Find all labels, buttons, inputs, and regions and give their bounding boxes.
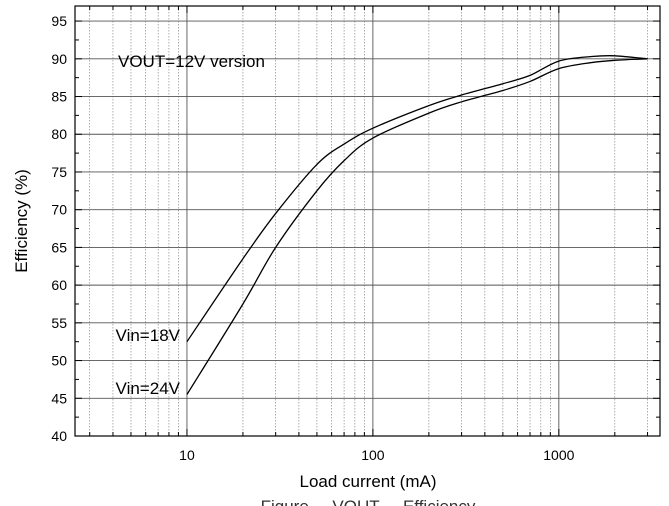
y-tick-label: 75 [51, 164, 67, 180]
axis-ticks [75, 6, 660, 437]
y-tick-label: 90 [51, 51, 67, 67]
x-tick-label: 100 [361, 447, 385, 463]
y-axis-title: Efficiency (%) [12, 169, 31, 273]
figure-caption-fragment: Figure ... VOUT ... Efficiency [261, 497, 476, 506]
y-tick-label: 45 [51, 390, 67, 406]
y-tick-label: 55 [51, 315, 67, 331]
y-tick-label: 60 [51, 277, 67, 293]
x-tick-label: 1000 [543, 447, 574, 463]
series-label-vin18: Vin=18V [116, 326, 181, 345]
x-tick-label: 10 [179, 447, 195, 463]
y-tick-label: 50 [51, 353, 67, 369]
annotation-vout: VOUT=12V version [118, 52, 265, 71]
tick-labels: 40 45 50 55 60 65 70 75 80 85 90 95 10 100 1000 [51, 13, 574, 463]
x-axis-title: Load current (mA) [300, 472, 437, 491]
y-tick-label: 80 [51, 126, 67, 142]
series-line-vin18 [186, 54, 648, 343]
y-tick-label: 85 [51, 89, 67, 105]
y-tick-label: 40 [51, 428, 67, 444]
minor-ticks [75, 39, 660, 418]
y-tick-label: 95 [51, 13, 67, 29]
grid-lines [75, 6, 660, 437]
series-label-vin24: Vin=24V [116, 379, 181, 398]
plot-frame [74, 5, 661, 437]
series-lines [186, 54, 648, 395]
y-tick-label: 65 [51, 239, 67, 255]
series-line-vin24 [186, 58, 648, 395]
y-tick-label: 70 [51, 202, 67, 218]
